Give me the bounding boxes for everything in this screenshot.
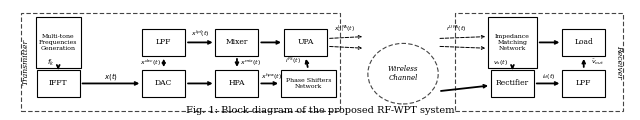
Bar [563, 29, 605, 56]
Ellipse shape [368, 43, 438, 104]
Text: Wireless
Channel: Wireless Channel [388, 65, 419, 82]
Text: $x(t)$: $x(t)$ [104, 71, 118, 82]
Text: LPF: LPF [576, 79, 591, 87]
Text: DAC: DAC [155, 79, 172, 87]
Text: $x^{hpa}(t)$: $x^{hpa}(t)$ [260, 71, 282, 82]
Text: UPA: UPA [297, 38, 314, 46]
Text: $\bar{v}_{out}$: $\bar{v}_{out}$ [591, 58, 604, 67]
Text: $i^{PS}(t)$: $i^{PS}(t)$ [285, 56, 301, 66]
Text: $x^{UPA}_{i,l}(t)$: $x^{UPA}_{i,l}(t)$ [334, 24, 355, 34]
Text: Receiver: Receiver [615, 45, 623, 79]
Bar [563, 70, 605, 97]
Bar [36, 17, 81, 68]
Text: $f_k$: $f_k$ [47, 58, 54, 68]
Text: Impedance
Matching
Network: Impedance Matching Network [495, 34, 530, 51]
Text: $x^{dac}(t)$: $x^{dac}(t)$ [140, 58, 161, 68]
Text: Fig. 1: Block diagram of the proposed RF-WPT system: Fig. 1: Block diagram of the proposed RF… [186, 106, 454, 115]
Text: HPA: HPA [228, 79, 245, 87]
Text: IFFT: IFFT [49, 79, 67, 87]
Text: Mixer: Mixer [226, 38, 248, 46]
Text: Rectifier: Rectifier [496, 79, 529, 87]
Bar [216, 29, 259, 56]
Bar [36, 70, 80, 97]
Bar [455, 13, 623, 111]
Bar [281, 70, 335, 97]
Text: $v_s(t)$: $v_s(t)$ [493, 58, 508, 67]
Text: Transmitter: Transmitter [22, 39, 30, 85]
Bar [142, 70, 185, 97]
Text: $i_d(t)$: $i_d(t)$ [542, 72, 556, 81]
Bar [216, 70, 259, 97]
Text: LPF: LPF [156, 38, 172, 46]
Bar [491, 70, 534, 97]
Bar [142, 29, 185, 56]
Text: Multi-tone
Frequencies
Generation: Multi-tone Frequencies Generation [39, 34, 77, 51]
Bar [21, 13, 340, 111]
Text: $x^{mix}(t)$: $x^{mix}(t)$ [240, 58, 261, 68]
Bar [488, 17, 537, 68]
Text: Phase Shifters
Network: Phase Shifters Network [285, 78, 331, 89]
Text: Load: Load [574, 38, 593, 46]
Text: $x^{lpf}(t)$: $x^{lpf}(t)$ [191, 28, 209, 39]
Text: $r^{UPA}(t)$: $r^{UPA}(t)$ [447, 24, 467, 34]
Bar [284, 29, 327, 56]
